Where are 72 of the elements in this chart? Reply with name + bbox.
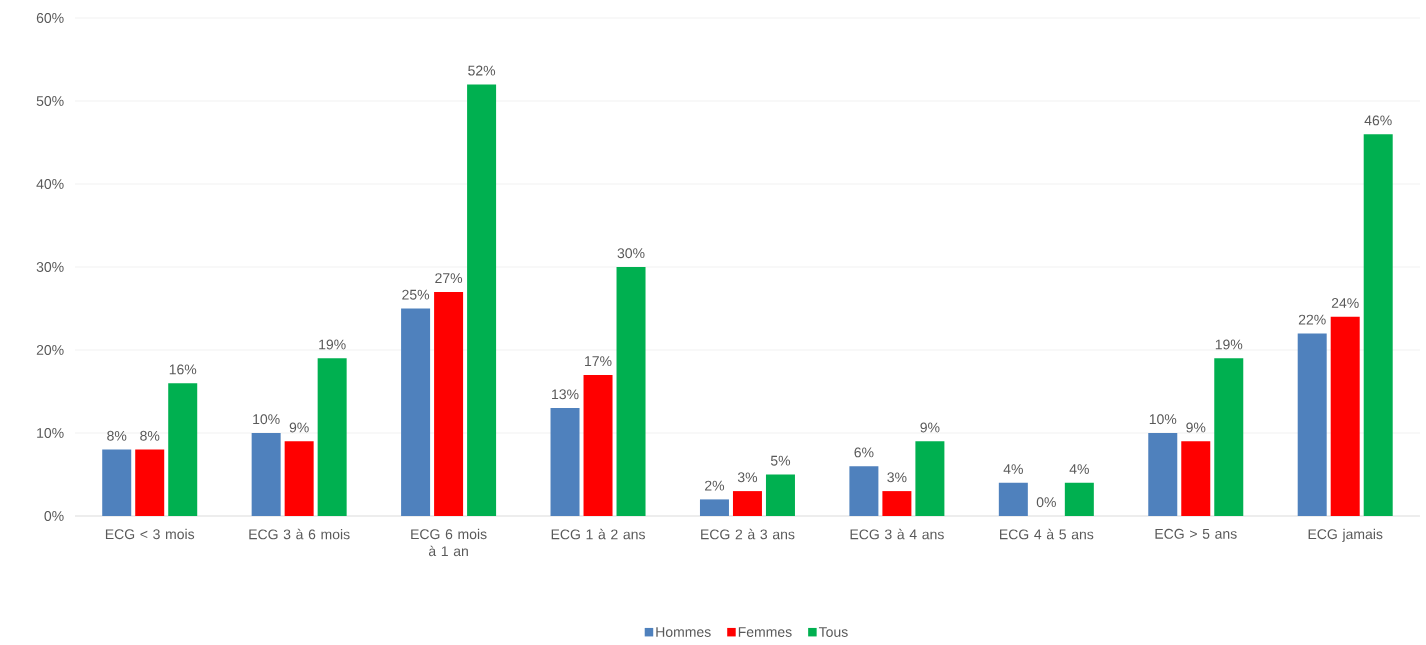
bar bbox=[550, 408, 580, 516]
y-tick-label: 50% bbox=[36, 96, 64, 106]
bar bbox=[583, 374, 613, 516]
x-tick-label: ECG > 5 ans bbox=[1155, 528, 1237, 539]
y-tick-label: 10% bbox=[37, 428, 64, 438]
data-label: 4% bbox=[1069, 464, 1089, 474]
data-label: 24% bbox=[1331, 298, 1359, 308]
data-label: 13% bbox=[552, 389, 579, 400]
bar bbox=[1181, 441, 1211, 516]
data-label: 5% bbox=[770, 455, 791, 466]
bar bbox=[849, 466, 879, 516]
bar bbox=[998, 482, 1028, 516]
bar bbox=[1214, 358, 1244, 516]
data-label: 52% bbox=[468, 65, 496, 76]
data-label: 3% bbox=[737, 472, 758, 483]
data-label: 22% bbox=[1298, 314, 1326, 325]
data-label: 3% bbox=[887, 472, 907, 483]
data-label: 10% bbox=[1149, 414, 1177, 425]
bar bbox=[732, 491, 762, 516]
data-label: 9% bbox=[920, 422, 940, 433]
y-tick-label: 20% bbox=[36, 345, 64, 355]
bar bbox=[467, 84, 497, 516]
x-tick-label: ECG 6 mois à 1 an bbox=[411, 528, 487, 557]
data-label: 9% bbox=[289, 422, 309, 433]
bar bbox=[317, 358, 347, 516]
bar bbox=[882, 491, 912, 516]
bar bbox=[1330, 316, 1360, 516]
data-label: 8% bbox=[107, 430, 127, 441]
data-label: 10% bbox=[253, 414, 280, 425]
y-tick-label: 40% bbox=[36, 179, 64, 189]
x-tick-label: ECG 4 à 5 ans bbox=[1000, 528, 1094, 540]
data-label: 2% bbox=[705, 480, 725, 491]
bar bbox=[284, 441, 314, 516]
bar bbox=[251, 433, 281, 516]
data-label: 8% bbox=[140, 430, 160, 441]
bar bbox=[401, 308, 431, 516]
data-label: 16% bbox=[169, 364, 197, 375]
y-tick-label: 0% bbox=[44, 511, 64, 521]
bar bbox=[102, 449, 132, 516]
bar bbox=[1297, 333, 1327, 516]
bar bbox=[1064, 482, 1094, 516]
data-label: 25% bbox=[402, 289, 430, 300]
bar bbox=[765, 474, 795, 516]
data-label: 19% bbox=[319, 339, 346, 350]
data-label: 30% bbox=[617, 248, 645, 259]
x-tick-label: ECG < 3 mois bbox=[105, 528, 195, 540]
data-label: 9% bbox=[1186, 422, 1206, 433]
legend-label: Hommes bbox=[656, 627, 711, 637]
data-label: 0% bbox=[1036, 497, 1056, 508]
bar bbox=[699, 499, 729, 516]
bar bbox=[434, 291, 464, 516]
legend-label: Femmes bbox=[738, 627, 792, 637]
y-tick-label: 60% bbox=[36, 13, 64, 23]
data-label: 6% bbox=[854, 447, 874, 458]
data-label: 27% bbox=[435, 273, 463, 284]
x-tick-label: ECG 3 à 4 ans bbox=[850, 528, 944, 540]
bar bbox=[168, 383, 198, 516]
y-tick-label: 30% bbox=[36, 262, 64, 272]
data-label: 17% bbox=[585, 356, 612, 367]
bar bbox=[1363, 134, 1393, 516]
bar bbox=[135, 449, 165, 516]
legend-label: Tous bbox=[818, 627, 848, 637]
bar bbox=[1148, 433, 1178, 516]
data-label: 46% bbox=[1364, 115, 1392, 126]
bar bbox=[616, 267, 646, 516]
data-label: 4% bbox=[1003, 464, 1023, 474]
x-tick-label: ECG 2 à 3 ans bbox=[701, 528, 795, 540]
data-label: 19% bbox=[1215, 339, 1243, 350]
x-tick-label: ECG 1 à 2 ans bbox=[551, 528, 645, 540]
x-tick-label: ECG jamais bbox=[1308, 528, 1383, 542]
bar bbox=[915, 441, 945, 516]
x-tick-label: ECG 3 à 6 mois bbox=[249, 528, 350, 540]
